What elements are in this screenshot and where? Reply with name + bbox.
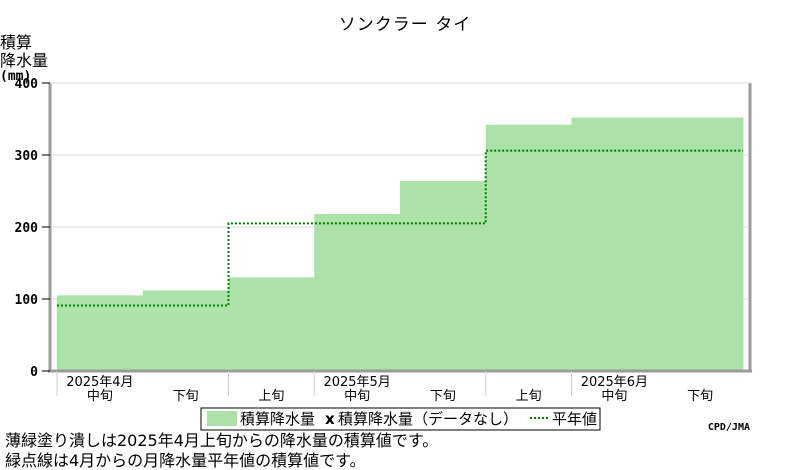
legend-nodata-label: 積算降水量（データなし） bbox=[338, 410, 518, 428]
x-tick-month-label: 2025年5月 bbox=[323, 375, 390, 390]
y-tick-label: 0 bbox=[30, 365, 38, 380]
x-tick-period-label: 中旬 bbox=[87, 389, 113, 404]
normal-value-line bbox=[57, 149, 743, 307]
area-bar bbox=[142, 290, 229, 371]
note-line-2: 緑点線は4月からの月降水量平年値の積算値です。 bbox=[5, 451, 366, 470]
legend: 積算降水量 x 積算降水量（データなし） 平年値 bbox=[200, 407, 601, 431]
y-ticks: 0 100 200 300 400 bbox=[15, 77, 50, 380]
legend-nodata-mark: x bbox=[325, 410, 335, 428]
y-axis-label-line-1: 積算 bbox=[0, 33, 32, 52]
legend-normal-label: 平年値 bbox=[552, 410, 597, 428]
y-axis-label-line-2: 降水量 bbox=[0, 51, 48, 70]
area-bar bbox=[485, 124, 572, 371]
x-tick-period-label: 上旬 bbox=[516, 389, 542, 404]
x-tick-period-label: 下旬 bbox=[173, 389, 199, 404]
source-credit: CPD/JMA bbox=[708, 422, 750, 433]
legend-box bbox=[200, 407, 601, 431]
note-line-1: 薄緑塗り潰しは2025年4月上旬からの降水量の積算値です。 bbox=[5, 431, 438, 450]
x-tick-month-label: 2025年6月 bbox=[581, 375, 648, 390]
y-tick-label: 400 bbox=[15, 77, 39, 92]
x-tick-period-label: 上旬 bbox=[258, 389, 284, 404]
area-bar bbox=[314, 214, 401, 371]
legend-area-swatch bbox=[207, 411, 237, 426]
area-bar bbox=[657, 117, 744, 371]
chart-title: ソンクラー タイ bbox=[339, 15, 471, 35]
x-tick-period-label: 下旬 bbox=[687, 389, 713, 404]
y-tick-label: 300 bbox=[15, 149, 39, 164]
y-tick-label: 200 bbox=[15, 221, 39, 236]
cumulative-area bbox=[57, 117, 744, 371]
x-tick-period-label: 下旬 bbox=[430, 389, 456, 404]
x-tick-period-label: 中旬 bbox=[344, 389, 370, 404]
x-tick-period-label: 中旬 bbox=[601, 389, 627, 404]
x-tick-month-label: 2025年4月 bbox=[66, 375, 133, 390]
area-bar bbox=[228, 277, 315, 371]
area-bar bbox=[571, 117, 658, 371]
area-bar bbox=[400, 180, 487, 371]
area-bar bbox=[57, 295, 144, 371]
y-axis-label-line-3: (mm) bbox=[0, 69, 31, 84]
legend-area-label: 積算降水量 bbox=[240, 410, 315, 428]
y-tick-label: 100 bbox=[15, 293, 39, 308]
